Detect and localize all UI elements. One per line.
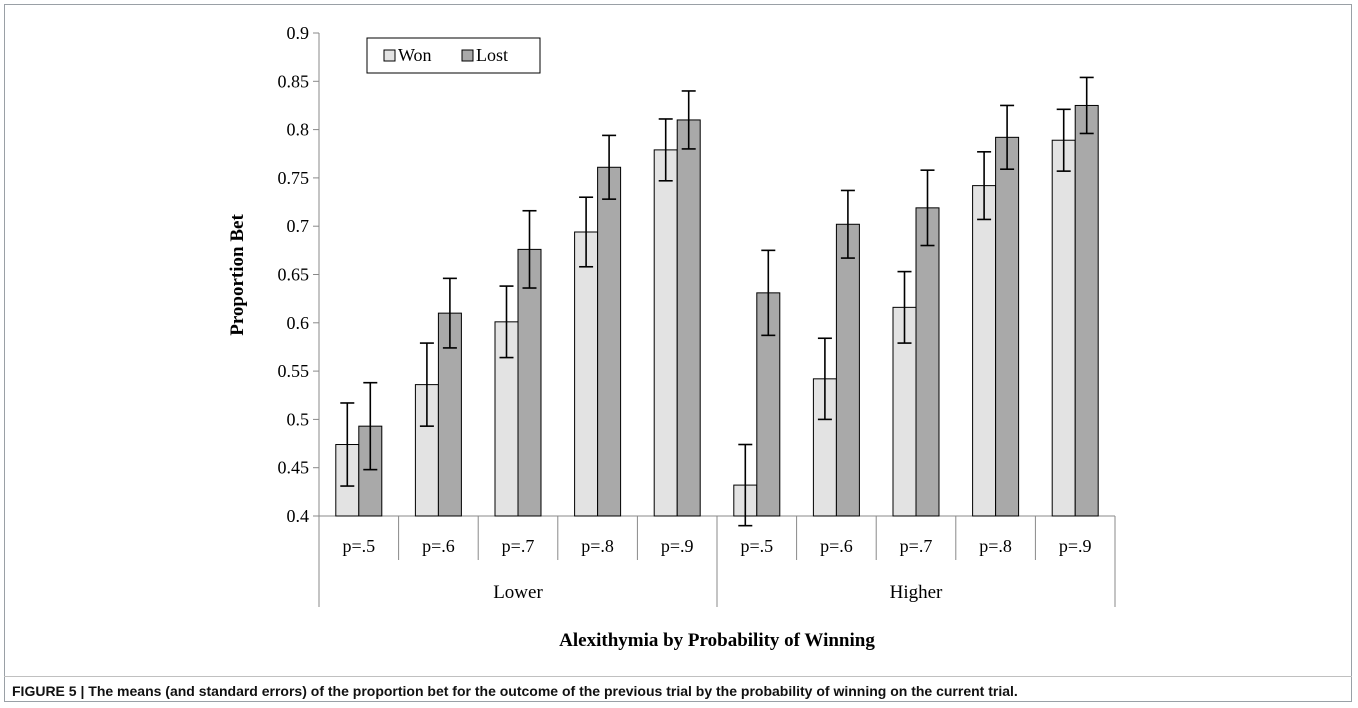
bar-won bbox=[972, 185, 997, 517]
y-tick-label: 0.75 bbox=[278, 168, 310, 188]
y-tick-label: 0.8 bbox=[287, 120, 310, 140]
x-tick-label: p=.8 bbox=[581, 536, 614, 556]
legend-swatch-lost bbox=[461, 49, 474, 62]
x-tick-label: p=.9 bbox=[1059, 536, 1092, 556]
x-tick-label: p=.8 bbox=[979, 536, 1012, 556]
error-bars bbox=[340, 76, 1094, 527]
x-axis-title: Alexithymia by Probability of Winning bbox=[559, 630, 875, 651]
bar-lost bbox=[915, 207, 940, 517]
bar-won bbox=[653, 149, 678, 517]
bar-lost bbox=[517, 248, 542, 517]
category-dividers bbox=[318, 516, 1116, 607]
y-tick-label: 0.9 bbox=[287, 23, 310, 43]
legend-label-lost: Lost bbox=[476, 45, 508, 65]
x-group-label: Higher bbox=[890, 582, 943, 603]
y-tick-label: 0.4 bbox=[287, 506, 310, 526]
x-group-labels: Lower Higher bbox=[493, 582, 943, 603]
legend-swatch-won bbox=[383, 49, 396, 62]
bar-won bbox=[574, 231, 599, 517]
x-tick-label: p=.9 bbox=[661, 536, 694, 556]
y-ticks: 0.4 0.45 0.5 0.55 0.6 0.65 0.7 0.75 0.8 0.85 0.9 bbox=[278, 23, 319, 526]
x-tick-label: p=.7 bbox=[502, 536, 535, 556]
bar-lost bbox=[835, 223, 860, 517]
x-tick-label: p=.6 bbox=[820, 536, 853, 556]
y-axis-title: Proportion Bet bbox=[227, 214, 248, 336]
figure-caption: FIGURE 5 | The means (and standard error… bbox=[12, 683, 1352, 699]
bar-lost bbox=[676, 119, 701, 517]
y-tick-label: 0.85 bbox=[278, 71, 310, 91]
figure-caption-label: FIGURE 5 | bbox=[12, 683, 85, 699]
bar-won bbox=[1051, 139, 1076, 517]
legend-frame bbox=[366, 37, 541, 74]
legend-label-won: Won bbox=[398, 45, 432, 65]
legend: Won Lost bbox=[366, 37, 541, 74]
x-category-labels: p=.5 p=.6 p=.7 p=.8 p=.9 p=.5 p=.6 p=.7 p=.8 p=.9 bbox=[342, 536, 1091, 556]
y-tick-label: 0.45 bbox=[278, 458, 310, 478]
x-group-label: Lower bbox=[493, 582, 543, 603]
y-tick-label: 0.7 bbox=[287, 216, 310, 236]
y-tick-label: 0.6 bbox=[287, 313, 310, 333]
x-tick-label: p=.5 bbox=[740, 536, 773, 556]
y-tick-label: 0.5 bbox=[287, 409, 310, 429]
bar-lost bbox=[597, 166, 622, 517]
bar-chart: 0.4 0.45 0.5 0.55 0.6 0.65 0.7 0.75 0.8 0.85 0.9 p… bbox=[227, 23, 1116, 651]
x-tick-label: p=.7 bbox=[900, 536, 933, 556]
x-tick-label: p=.6 bbox=[422, 536, 455, 556]
bars bbox=[335, 104, 1099, 517]
y-tick-label: 0.55 bbox=[278, 361, 310, 381]
y-tick-label: 0.65 bbox=[278, 265, 310, 285]
caption-divider bbox=[4, 676, 1352, 677]
bar-lost bbox=[1074, 104, 1099, 517]
bar-lost bbox=[995, 136, 1020, 517]
figure-caption-text: The means (and standard errors) of the p… bbox=[88, 683, 1018, 699]
x-tick-label: p=.5 bbox=[342, 536, 375, 556]
